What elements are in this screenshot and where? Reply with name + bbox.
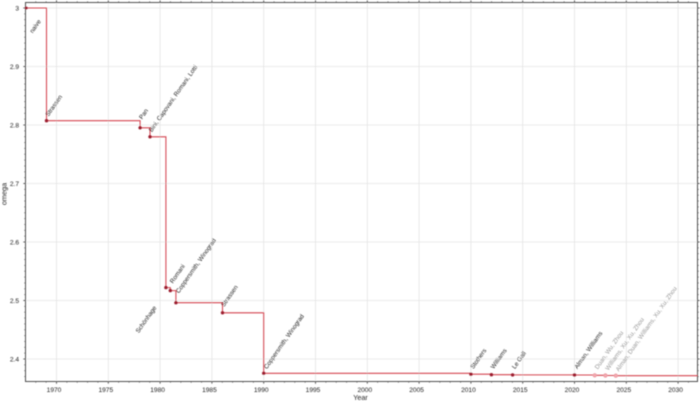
svg-text:Year: Year (353, 393, 368, 402)
svg-text:2.4: 2.4 (10, 356, 19, 363)
svg-text:2.9: 2.9 (10, 64, 19, 71)
svg-text:1980: 1980 (150, 387, 165, 394)
svg-text:2.8: 2.8 (10, 122, 19, 129)
svg-text:3: 3 (15, 5, 19, 12)
svg-text:2020: 2020 (565, 387, 580, 394)
svg-text:1990: 1990 (254, 387, 269, 394)
svg-text:1970: 1970 (47, 387, 62, 394)
svg-text:2015: 2015 (513, 387, 528, 394)
svg-text:2.7: 2.7 (10, 181, 19, 188)
svg-text:1975: 1975 (98, 387, 113, 394)
svg-text:1995: 1995 (306, 387, 321, 394)
svg-text:2.6: 2.6 (10, 239, 19, 246)
svg-text:2005: 2005 (409, 387, 424, 394)
svg-text:2010: 2010 (461, 387, 476, 394)
svg-text:2000: 2000 (357, 387, 372, 394)
svg-text:omega: omega (0, 182, 9, 205)
svg-text:2025: 2025 (616, 387, 631, 394)
svg-text:2030: 2030 (668, 387, 683, 394)
svg-text:2.5: 2.5 (10, 298, 19, 305)
svg-text:1985: 1985 (202, 387, 217, 394)
